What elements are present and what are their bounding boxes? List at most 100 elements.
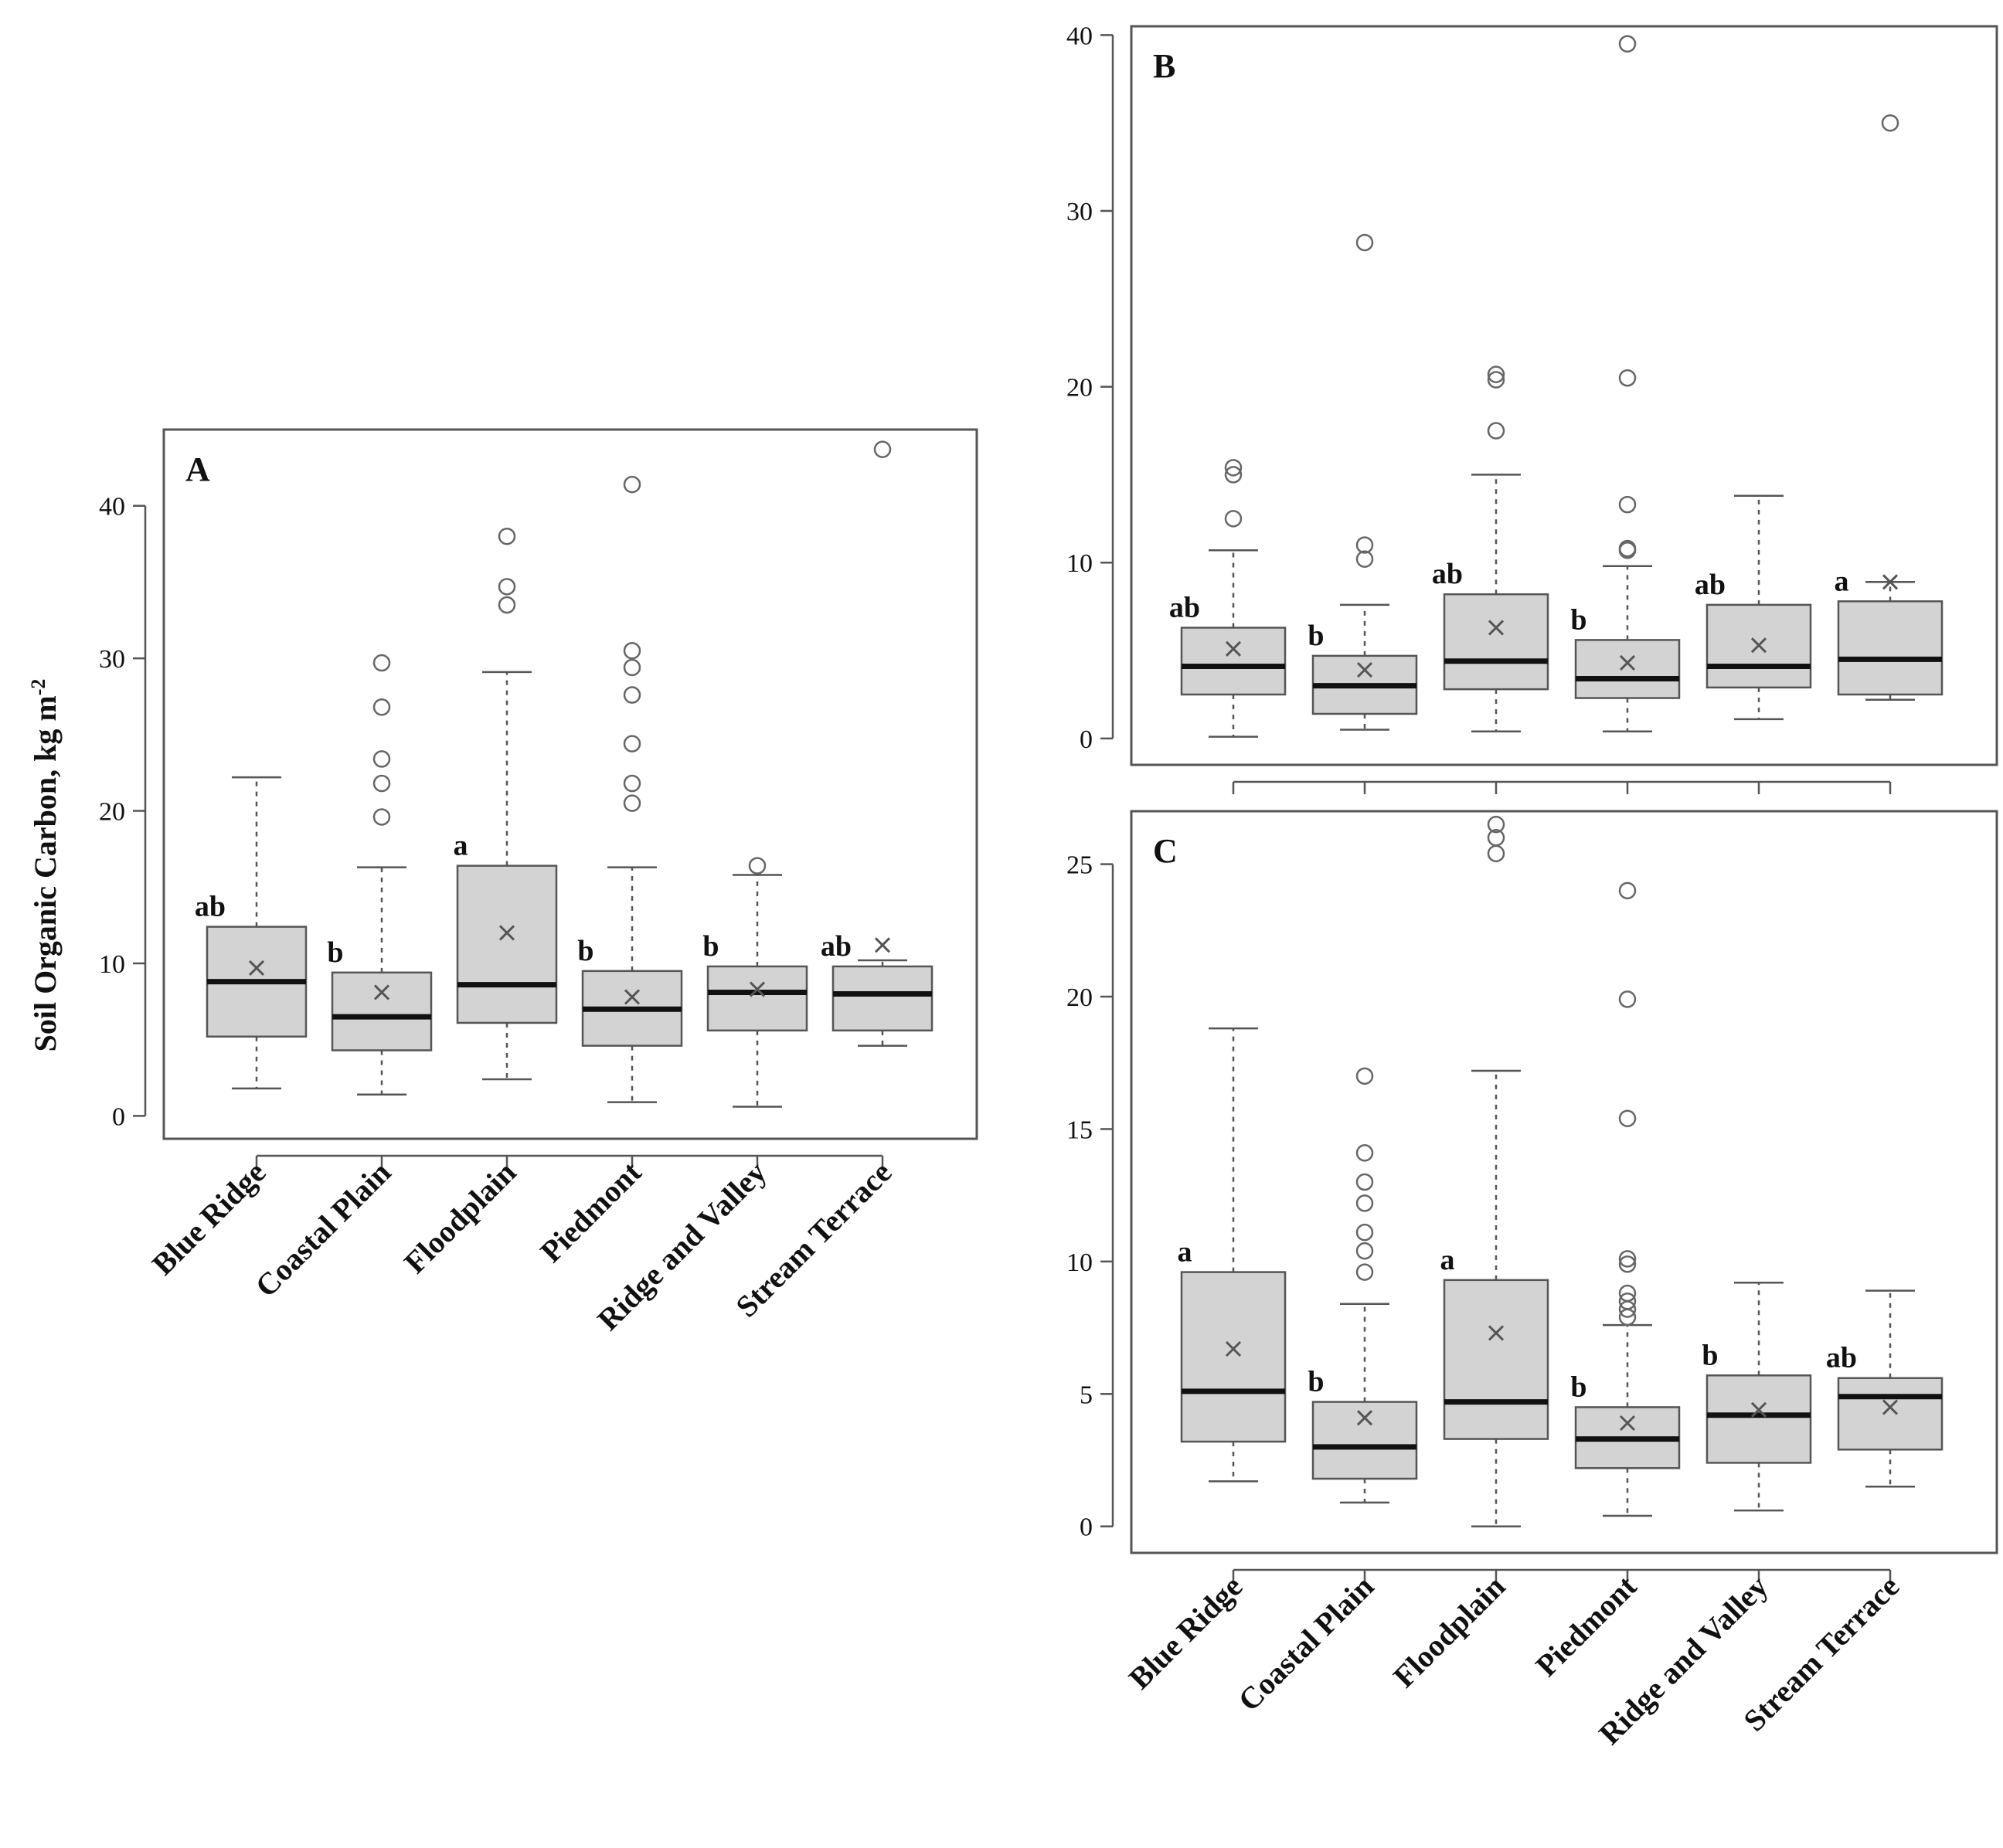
- outlier-point: [623, 686, 641, 704]
- panel-c-box-coastal-plain: b: [1308, 1067, 1418, 1504]
- panel-b-box-stream-terrace: a: [1835, 114, 1943, 701]
- outlier-point: [1224, 459, 1243, 477]
- panel-c-ytick-label-25: 25: [1066, 851, 1093, 880]
- panel-c-frame: [1130, 810, 1998, 1554]
- panel-a-box-stream-terrace: ab: [821, 440, 933, 1047]
- mean-marker-stroke-2: [874, 937, 891, 953]
- panel-a-label: A: [185, 450, 210, 488]
- mean-marker-stroke-2: [1488, 620, 1505, 636]
- outlier-point: [1355, 1067, 1374, 1085]
- panel-c-xtick-label-coastal-plain: Coastal Plain: [1231, 1569, 1380, 1718]
- panel-c-xtick-label-blue-ridge: Blue Ridge: [1122, 1569, 1250, 1697]
- outlier-point: [1487, 844, 1505, 863]
- panel-b-box-ridge-and-valley: ab: [1695, 494, 1812, 721]
- outlier-point: [873, 440, 892, 458]
- outlier-point: [372, 698, 391, 716]
- outlier-point: [372, 654, 391, 672]
- mean-marker: [1882, 1399, 1899, 1415]
- outlier-point: [1618, 990, 1637, 1008]
- mean-marker: [874, 937, 891, 953]
- iqr-box: [1443, 593, 1549, 691]
- mean-marker: [1488, 1325, 1505, 1341]
- significance-letter: a: [1835, 565, 1849, 597]
- panel-c-ytick-label-15: 15: [1066, 1116, 1093, 1144]
- panel-c-box-ridge-and-valley: b: [1702, 1282, 1812, 1512]
- significance-letter: b: [577, 935, 593, 967]
- outlier-point: [623, 774, 641, 793]
- outlier-point: [498, 596, 516, 614]
- iqr-box: [1311, 1401, 1418, 1480]
- significance-letter: ab: [1169, 591, 1200, 623]
- panel-b-label: B: [1153, 47, 1175, 85]
- outlier-point: [1881, 114, 1899, 132]
- panel-a-ytick-label-20: 20: [99, 798, 125, 827]
- outlier-point: [1618, 1250, 1637, 1268]
- outlier-point: [1618, 369, 1637, 387]
- outlier-point: [1355, 1223, 1374, 1242]
- outlier-point: [1618, 539, 1637, 558]
- outlier-point: [1355, 233, 1374, 252]
- significance-letter: b: [1308, 1366, 1324, 1398]
- iqr-box: [1837, 1377, 1943, 1451]
- outlier-point: [1355, 1194, 1374, 1212]
- outlier-point: [1618, 35, 1637, 53]
- panel-a-ytick-label-0: 0: [112, 1102, 125, 1131]
- panel-a-box-piedmont: b: [577, 475, 683, 1103]
- mean-marker-stroke-2: [1750, 637, 1767, 654]
- outlier-point: [1224, 466, 1243, 484]
- outlier-point: [1618, 1255, 1637, 1273]
- panel-c-box-floodplain: a: [1440, 815, 1549, 1527]
- panel-c-ytick-label-20: 20: [1066, 983, 1093, 1012]
- mean-marker-stroke-2: [373, 984, 390, 1000]
- panel-a: A 0 10 20 30 40 ab Blue Ridge b Coastal Plain a Flo…: [99, 428, 978, 1337]
- significance-letter: a: [1440, 1244, 1455, 1276]
- outlier-point: [623, 475, 641, 494]
- outlier-point: [1355, 1144, 1374, 1162]
- mean-marker: [1750, 637, 1767, 654]
- iqr-box: [1574, 639, 1681, 699]
- mean-marker-stroke-2: [1356, 1410, 1373, 1426]
- mean-marker: [1225, 1340, 1242, 1357]
- outlier-point: [498, 578, 516, 596]
- panel-b-ytick-label-30: 30: [1066, 198, 1093, 226]
- significance-letter: b: [1702, 1339, 1718, 1371]
- outlier-point: [748, 857, 767, 875]
- mean-marker-stroke-2: [624, 989, 641, 1005]
- outlier-point: [1355, 536, 1374, 554]
- significance-letter: b: [1570, 603, 1586, 636]
- iqr-box: [1837, 600, 1943, 696]
- mean-marker-stroke-2: [248, 960, 265, 976]
- outlier-point: [623, 658, 641, 677]
- panel-a-xtick-label-blue-ridge: Blue Ridge: [145, 1155, 273, 1282]
- y-axis-title-main: Soil Organic Carbon, kg m: [28, 695, 63, 1051]
- mean-marker-stroke-2: [1619, 1415, 1636, 1432]
- mean-marker-stroke-2: [498, 925, 515, 941]
- significance-letter: ab: [1695, 569, 1726, 601]
- outlier-point: [623, 794, 641, 812]
- outlier-point: [1355, 1173, 1374, 1191]
- panel-b: B 0 10 20 30 40 ab b ab b ab a: [1066, 22, 1998, 794]
- outlier-point: [1487, 365, 1505, 383]
- outlier-point: [1618, 495, 1637, 514]
- outlier-point: [1487, 371, 1505, 389]
- mean-marker-stroke-2: [1225, 1340, 1242, 1357]
- panel-a-frame: [162, 428, 978, 1140]
- outlier-point: [1355, 1242, 1374, 1260]
- mean-marker: [248, 960, 265, 976]
- panel-a-ytick-label-40: 40: [99, 493, 125, 521]
- outlier-point: [1224, 510, 1243, 528]
- panel-a-ytick-label-10: 10: [99, 950, 125, 979]
- mean-marker: [1488, 620, 1505, 636]
- mean-marker: [373, 984, 390, 1000]
- panel-b-box-floodplain: ab: [1432, 365, 1549, 733]
- outlier-point: [372, 808, 391, 826]
- iqr-box: [456, 865, 558, 1024]
- mean-marker-stroke-2: [1750, 1401, 1767, 1418]
- outlier-point: [372, 750, 391, 768]
- outlier-point: [1487, 829, 1505, 847]
- panel-b-box-blue-ridge: ab: [1169, 459, 1287, 738]
- mean-marker: [1619, 1415, 1636, 1432]
- mean-marker: [1356, 662, 1373, 678]
- panel-b-box-coastal-plain: b: [1308, 233, 1418, 731]
- mean-marker-stroke-2: [1619, 654, 1636, 671]
